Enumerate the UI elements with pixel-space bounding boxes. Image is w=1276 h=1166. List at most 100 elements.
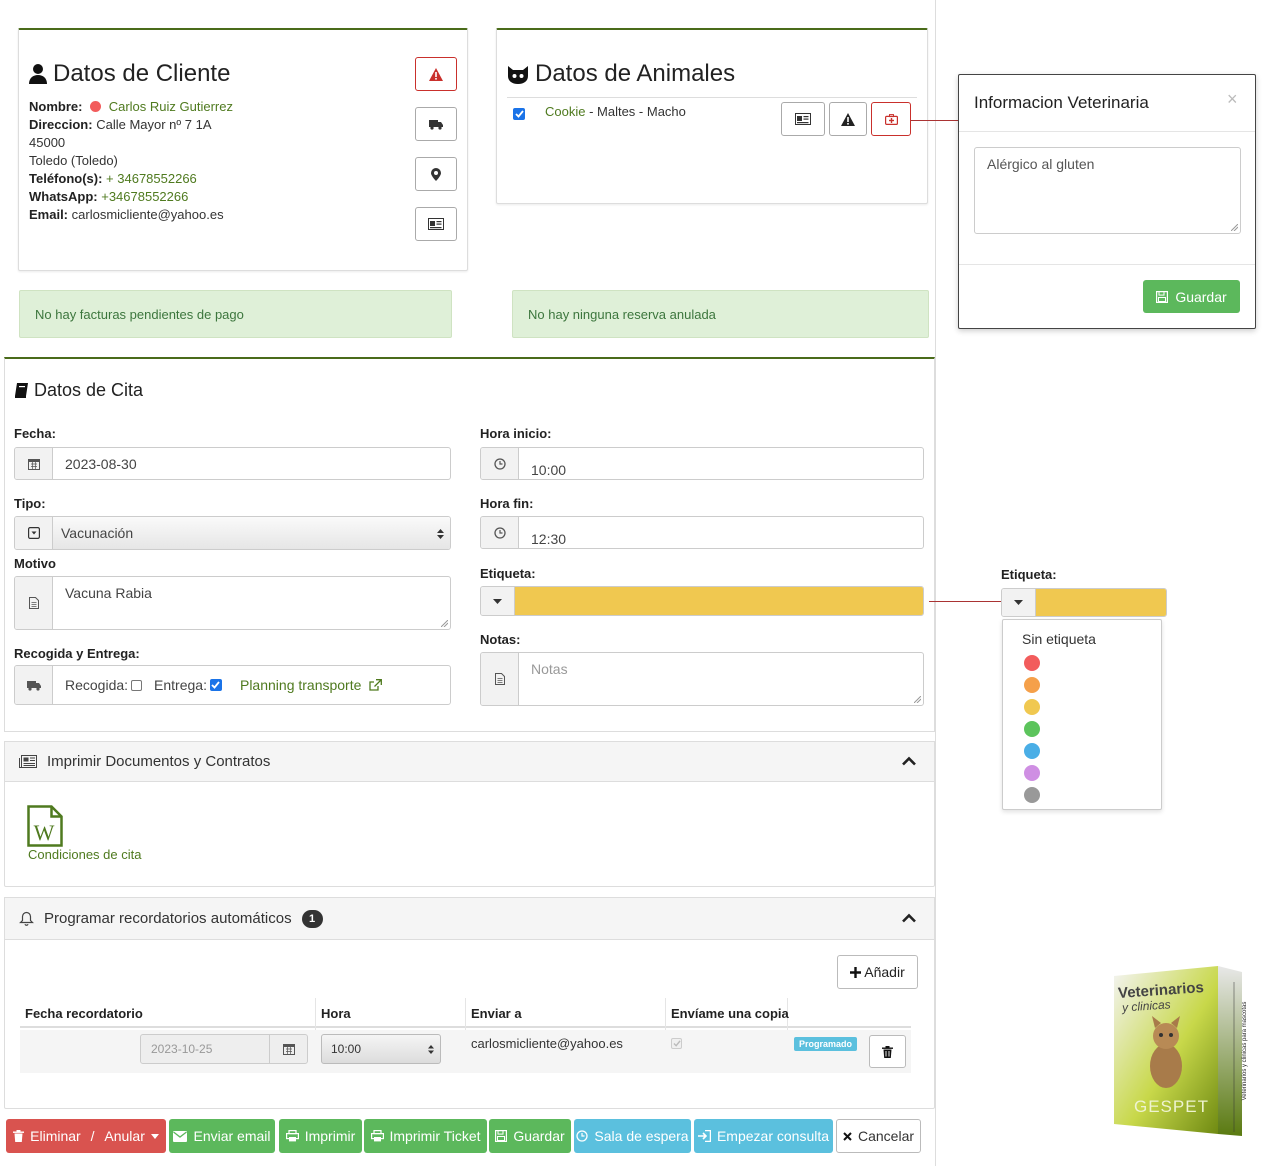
- hora-fin-input[interactable]: 12:30: [480, 516, 924, 549]
- floppy-icon: [1156, 290, 1169, 303]
- word-document-icon[interactable]: W: [27, 805, 63, 847]
- telefono-link[interactable]: + 34678552266: [106, 171, 197, 186]
- animales-title-text: Datos de Animales: [535, 60, 736, 87]
- sala-espera-button[interactable]: Sala de espera: [574, 1119, 691, 1153]
- envelope-icon: [173, 1130, 188, 1142]
- reminder-hour-select[interactable]: 10:00: [321, 1034, 441, 1064]
- delete-reminder-button[interactable]: [869, 1035, 906, 1068]
- imprimir-button[interactable]: Imprimir: [279, 1119, 362, 1153]
- empezar-consulta-button[interactable]: Empezar consulta: [694, 1119, 833, 1153]
- imprimir-ticket-button[interactable]: Imprimir Ticket: [364, 1119, 487, 1153]
- fecha-input[interactable]: 2023-08-30: [14, 447, 451, 480]
- chevron-up-icon[interactable]: [902, 913, 916, 923]
- plus-icon: [850, 966, 862, 978]
- connector-line: [911, 120, 959, 121]
- guardar-button[interactable]: Guardar: [489, 1119, 571, 1153]
- resize-handle-icon[interactable]: [441, 620, 448, 627]
- select-arrows-icon: [437, 529, 444, 539]
- empezar-consulta-label: Empezar consulta: [716, 1128, 830, 1144]
- sign-in-icon: [697, 1130, 711, 1142]
- modal-footer-divider: [959, 264, 1255, 265]
- client-name-link[interactable]: Carlos Ruiz Gutierrez: [108, 99, 233, 114]
- medkit-icon: [884, 113, 898, 125]
- close-icon[interactable]: ×: [1227, 89, 1238, 109]
- pet-desc: - Maltes - Macho: [585, 104, 686, 119]
- warning-icon: [429, 67, 443, 81]
- eliminar-anular-button[interactable]: Eliminar / Anular: [6, 1119, 166, 1153]
- entrega-checkbox[interactable]: [209, 679, 222, 691]
- ciudad-value: Toledo (Toledo): [29, 153, 118, 168]
- docs-header[interactable]: Imprimir Documentos y Contratos: [4, 741, 935, 782]
- reminder-date-input[interactable]: 2023-10-25: [140, 1034, 308, 1064]
- etiqueta-color-option[interactable]: [1024, 765, 1040, 781]
- caret-down-icon: [493, 598, 502, 604]
- animales-panel: Datos de Animales Cookie - Maltes - Mach…: [496, 28, 928, 204]
- reminders-header[interactable]: Programar recordatorios automáticos 1: [4, 897, 935, 940]
- modal-save-label: Guardar: [1175, 288, 1227, 305]
- notas-textarea[interactable]: Notas: [480, 652, 924, 706]
- etiqueta-color-option[interactable]: [1024, 743, 1040, 759]
- cita-title-text: Datos de Cita: [34, 380, 144, 400]
- whatsapp-link[interactable]: +34678552266: [101, 189, 189, 204]
- planning-transporte-link[interactable]: Planning transporte: [239, 677, 362, 693]
- etiqueta-color-option[interactable]: [1024, 787, 1040, 803]
- email-label: Email:: [29, 207, 69, 222]
- modal-save-button[interactable]: Guardar: [1143, 280, 1240, 313]
- resize-handle-icon[interactable]: [914, 696, 921, 703]
- notas-label: Notas:: [480, 632, 521, 647]
- motivo-textarea[interactable]: Vacuna Rabia: [14, 576, 451, 630]
- reminder-date-value: 2023-10-25: [151, 1042, 213, 1056]
- imprimir-ticket-label: Imprimir Ticket: [389, 1128, 481, 1144]
- animales-title: Datos de Animales: [507, 60, 735, 88]
- etiqueta-color-option[interactable]: [1024, 699, 1040, 715]
- pet-card-button[interactable]: [781, 102, 825, 136]
- gespet-product-box: Veterinarios y clinicas GESPET Veterinar…: [1114, 964, 1248, 1142]
- transport-button[interactable]: [415, 107, 457, 141]
- client-alert-button[interactable]: [415, 57, 457, 91]
- cita-title: Datos de Cita: [14, 380, 143, 401]
- caret-down-icon: [150, 1133, 159, 1139]
- tipo-select[interactable]: Vacunación: [14, 516, 451, 550]
- external-link-icon[interactable]: [369, 679, 383, 691]
- pet-alert-button[interactable]: [829, 102, 867, 136]
- hora-inicio-input[interactable]: 10:00: [480, 447, 924, 480]
- resize-handle-icon[interactable]: [1231, 224, 1238, 231]
- add-reminder-button[interactable]: Añadir: [837, 955, 918, 989]
- newspaper-icon: [19, 755, 37, 768]
- etiqueta-dropdown-select[interactable]: [1001, 588, 1167, 617]
- fecha-value: 2023-08-30: [65, 455, 137, 472]
- cancelar-button[interactable]: Cancelar: [836, 1119, 921, 1153]
- etiqueta-color-option[interactable]: [1024, 677, 1040, 693]
- modal-title: Informacion Veterinaria: [974, 93, 1149, 112]
- calendar-icon: [27, 458, 40, 470]
- separator-slash: /: [86, 1128, 99, 1144]
- etiqueta-select[interactable]: [480, 586, 924, 616]
- map-button[interactable]: [415, 157, 457, 191]
- imprimir-label: Imprimir: [304, 1128, 356, 1144]
- notas-placeholder: Notas: [531, 661, 568, 677]
- vet-info-button[interactable]: [871, 102, 911, 136]
- recogida-checkbox[interactable]: [131, 679, 143, 691]
- vet-info-textarea[interactable]: Alérgico al gluten: [974, 147, 1241, 234]
- etiqueta-dropdown-menu: Sin etiqueta: [1002, 619, 1162, 810]
- bell-icon: [19, 911, 34, 926]
- enviar-email-button[interactable]: Enviar email: [169, 1119, 275, 1153]
- condiciones-cita-link[interactable]: Condiciones de cita: [28, 847, 142, 862]
- cat-icon: [508, 66, 528, 84]
- hora-fin-value: 12:30: [531, 531, 567, 547]
- col-enviame-copia: Envíame una copia: [671, 1006, 789, 1021]
- reservas-alert-text: No hay ninguna reserva anulada: [528, 306, 716, 322]
- reminder-copy-checkbox[interactable]: [671, 1038, 682, 1049]
- email-value: carlosmicliente@yahoo.es: [71, 207, 224, 222]
- pet-name-link[interactable]: Cookie: [545, 104, 586, 119]
- etiqueta-color-option[interactable]: [1024, 721, 1040, 737]
- fecha-label: Fecha:: [14, 426, 56, 441]
- guardar-label: Guardar: [513, 1128, 565, 1144]
- chevron-up-icon[interactable]: [902, 756, 916, 766]
- sin-etiqueta-option[interactable]: Sin etiqueta: [1022, 631, 1096, 647]
- sala-espera-label: Sala de espera: [594, 1128, 689, 1144]
- client-card-button[interactable]: [415, 207, 457, 241]
- recogida-label: Recogida:: [65, 677, 129, 693]
- etiqueta-color-option[interactable]: [1024, 655, 1040, 671]
- pet-checkbox[interactable]: [513, 108, 525, 120]
